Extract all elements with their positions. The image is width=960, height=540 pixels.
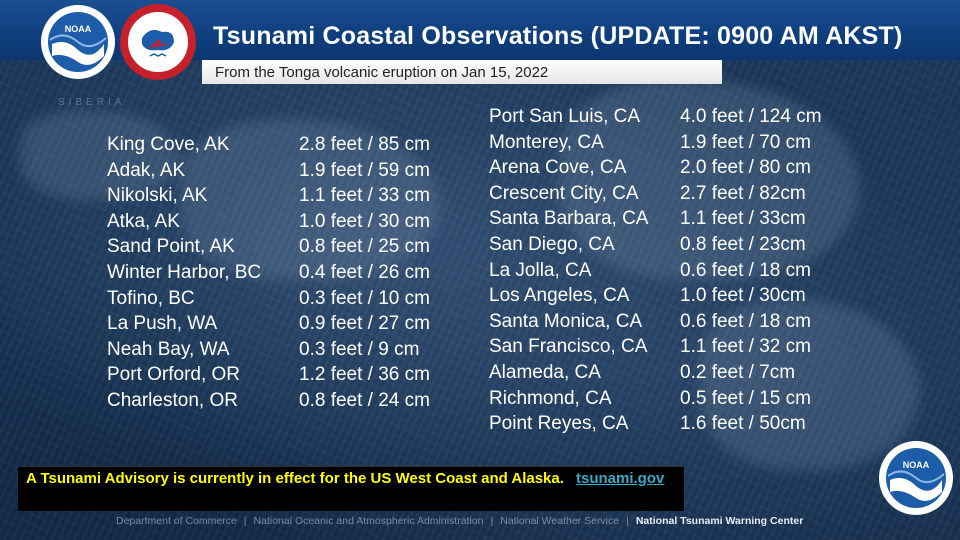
observation-value: 0.2 feet / 7cm — [680, 361, 796, 383]
observation-location: Arena Cove, CA — [489, 157, 627, 179]
observation-location: La Push, WA — [107, 313, 218, 335]
observation-location: Sand Point, AK — [107, 236, 235, 258]
noaa-logo-small: NOAA — [879, 441, 953, 515]
observation-location: Crescent City, CA — [489, 182, 639, 204]
map-region-label: SIBERIA — [58, 97, 126, 108]
map-landmass — [700, 300, 920, 470]
observation-location: Santa Barbara, CA — [489, 208, 649, 230]
footer: Department of Commerce | National Oceanic … — [116, 515, 803, 527]
observation-location: King Cove, AK — [107, 134, 230, 155]
footer-separator: | — [490, 515, 494, 527]
nws-logo — [120, 4, 196, 80]
advisory-text: A Tsunami Advisory is currently in effec… — [26, 470, 564, 487]
advisory-box: A Tsunami Advisory is currently in effec… — [18, 466, 684, 511]
observation-value: 0.5 feet / 15 cm — [680, 387, 811, 409]
footer-separator: | — [626, 515, 629, 527]
observation-value: 0.3 feet / 9 cm — [299, 338, 420, 360]
observation-value: 1.0 feet / 30cm — [680, 285, 806, 307]
observation-location: Los Angeles, CA — [489, 285, 630, 307]
observation-value: 0.4 feet / 26 cm — [299, 261, 430, 283]
footer-item: National Weather Service — [500, 515, 620, 527]
tsunami-gov-link[interactable]: tsunami.gov — [576, 470, 665, 487]
observation-location: La Jolla, CA — [489, 259, 592, 281]
footer-item-ntwc: National Tsunami Warning Center — [635, 515, 804, 527]
subtitle-bar — [202, 60, 722, 84]
observation-value: 1.9 feet / 59 cm — [299, 159, 430, 181]
observation-value: 1.6 feet / 50cm — [680, 413, 806, 435]
observation-location: San Diego, CA — [489, 233, 615, 255]
observation-location: Neah Bay, WA — [107, 338, 230, 360]
observation-location: Richmond, CA — [489, 387, 612, 409]
observation-location: Alameda, CA — [489, 361, 601, 383]
observation-value: 0.8 feet / 24 cm — [299, 389, 430, 411]
map-landmass — [180, 120, 440, 280]
map-landmass — [560, 80, 860, 280]
map-landmass — [20, 110, 180, 200]
observation-location: Monterey, CA — [489, 131, 604, 153]
page-title: Tsunami Coastal Observations (UPDATE: 09… — [213, 22, 903, 50]
observation-location: Winter Harbor, BC — [107, 261, 262, 283]
observation-location: Tofino, BC — [107, 287, 195, 309]
observation-location: Point Reyes, CA — [489, 413, 629, 435]
observation-value: 1.1 feet / 33cm — [680, 208, 806, 230]
observation-location: Adak, AK — [107, 159, 186, 181]
observation-value: 2.8 feet / 85 cm — [299, 134, 430, 155]
observation-value: 4.0 feet / 124 cm — [680, 106, 822, 127]
observation-location: Nikolski, AK — [107, 185, 208, 207]
observation-value: 0.6 feet / 18 cm — [680, 310, 811, 332]
observation-value: 2.7 feet / 82cm — [680, 182, 806, 204]
observation-value: 1.1 feet / 32 cm — [680, 336, 811, 358]
observation-value: 2.0 feet / 80 cm — [680, 157, 811, 179]
noaa-logo-small-text: NOAA — [903, 460, 930, 470]
observation-location: Charleston, OR — [107, 389, 238, 411]
observation-location: San Francisco, CA — [489, 336, 648, 358]
observation-location: Port Orford, OR — [107, 364, 241, 386]
page-subtitle: From the Tonga volcanic eruption on Jan … — [215, 64, 549, 81]
observation-value: 0.8 feet / 25 cm — [299, 236, 430, 258]
noaa-logo: NOAA — [41, 5, 115, 79]
observation-value: 0.3 feet / 10 cm — [299, 287, 430, 309]
footer-separator: | — [243, 515, 247, 527]
noaa-logo-text: NOAA — [65, 24, 92, 34]
observation-value: 1.9 feet / 70 cm — [680, 131, 811, 153]
observation-location: Port San Luis, CA — [489, 106, 641, 127]
observation-value: 0.9 feet / 27 cm — [299, 313, 430, 335]
observation-value: 0.8 feet / 23cm — [680, 233, 806, 255]
footer-item: Department of Commerce — [116, 515, 237, 527]
observation-location: Santa Monica, CA — [489, 310, 643, 332]
footer-item: National Oceanic and Atmospheric Adminis… — [253, 515, 484, 527]
observation-value: 1.2 feet / 36 cm — [299, 364, 430, 386]
observation-location: Atka, AK — [107, 210, 180, 232]
observation-value: 0.6 feet / 18 cm — [680, 259, 811, 281]
observation-value: 1.0 feet / 30 cm — [299, 210, 430, 232]
observation-value: 1.1 feet / 33 cm — [299, 185, 430, 207]
